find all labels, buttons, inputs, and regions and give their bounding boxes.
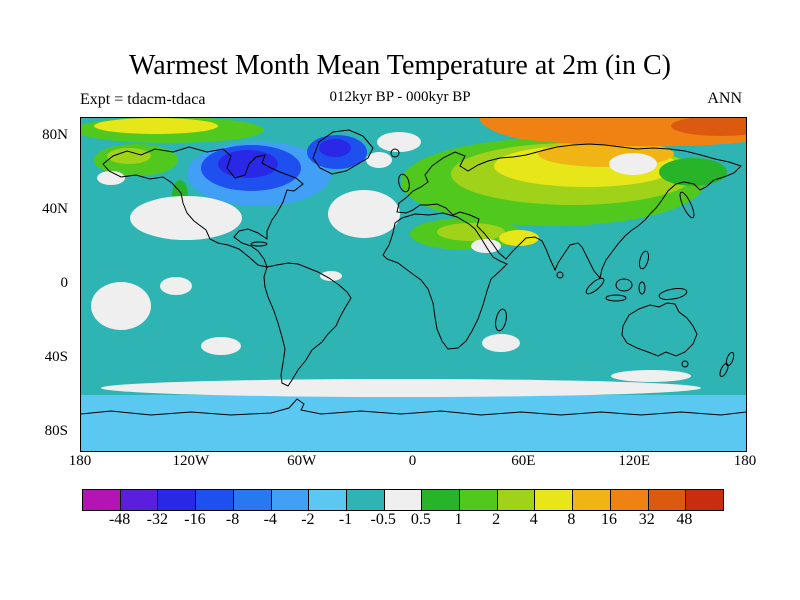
australia-outline xyxy=(621,302,698,357)
cold-anomaly-regions xyxy=(187,135,367,206)
lat-tick-label: 80N xyxy=(42,126,68,143)
colorbar-tick-label: -0.5 xyxy=(370,511,396,528)
sri-lanka-outline xyxy=(556,271,564,279)
colorbar-tick-label: 2 xyxy=(492,511,501,528)
colorbar-segment xyxy=(421,490,460,510)
africa-outline xyxy=(382,212,508,350)
colorbar-segment xyxy=(345,490,384,510)
philippines-outline xyxy=(638,250,650,270)
borneo-outline xyxy=(615,278,633,292)
colorbar-segment xyxy=(119,490,158,510)
neutral-regions xyxy=(91,132,701,397)
colorbar-tick-label: 32 xyxy=(638,511,655,528)
sumatra-outline xyxy=(585,277,605,295)
lat-tick-label: 40N xyxy=(42,200,68,217)
tasmania-outline xyxy=(681,360,689,368)
new-guinea-outline xyxy=(658,288,688,300)
colorbar-tick-label: -48 xyxy=(108,511,131,528)
colorbar-tick-label: -8 xyxy=(225,511,240,528)
colorbar-segment xyxy=(232,490,271,510)
new-zealand-north-outline xyxy=(725,351,735,367)
map-frame xyxy=(80,117,747,452)
sulawesi-outline xyxy=(638,281,646,295)
colorbar-tick-label: -1 xyxy=(338,511,353,528)
colorbar xyxy=(82,489,724,511)
colorbar-segment xyxy=(572,490,610,510)
colorbar-tick-label: -32 xyxy=(146,511,168,528)
colorbar-labels: -48 -32 -16 -8 -4 -2 -1 -0.5 0.5 1 2 4 8 16 32 48 xyxy=(82,511,722,533)
lon-tick-label: 180 xyxy=(68,453,92,469)
colorbar-tick-label: 48 xyxy=(676,511,693,528)
lon-tick-label: 180 xyxy=(733,453,757,469)
java-outline xyxy=(605,294,627,302)
colorbar-segment xyxy=(496,490,535,510)
colorbar-segment xyxy=(195,490,233,510)
season-label: ANN xyxy=(707,90,742,107)
world-map-svg xyxy=(81,118,746,451)
colorbar-segment xyxy=(459,490,497,510)
lat-tick-label: 0 xyxy=(60,274,69,291)
colorbar-tick-label: 8 xyxy=(567,511,576,528)
colorbar-tick-label: 1 xyxy=(454,511,463,528)
lat-axis: 80N 40N 0 40S 80S xyxy=(24,117,74,450)
cuba-outline xyxy=(250,241,268,247)
colorbar-tick-label: 16 xyxy=(601,511,618,528)
colorbar-segment xyxy=(534,490,573,510)
lon-tick-label: 120W xyxy=(172,453,210,469)
lat-tick-label: 40S xyxy=(44,348,68,365)
lon-tick-label: 120E xyxy=(618,453,650,469)
north-america-outline xyxy=(102,146,304,268)
lon-tick-label: 60W xyxy=(287,453,317,469)
lon-tick-label: 0 xyxy=(408,453,417,469)
colorbar-tick-label: 0.5 xyxy=(410,511,431,528)
new-zealand-south-outline xyxy=(719,363,729,377)
continent-outlines xyxy=(81,129,746,416)
colorbar-tick-label: -16 xyxy=(184,511,206,528)
colorbar-tick-label: -4 xyxy=(263,511,277,528)
colorbar-tick-label: 4 xyxy=(529,511,538,528)
colorbar-segment xyxy=(609,490,648,510)
colorbar-segment xyxy=(157,490,196,510)
lon-tick-label: 60E xyxy=(511,453,536,469)
colorbar-segment xyxy=(270,490,309,510)
iceland-outline xyxy=(390,148,400,158)
south-america-outline xyxy=(263,262,352,387)
lon-axis: 180 120W 60W 0 60E 120E 180 xyxy=(69,453,757,475)
greenland-outline xyxy=(312,129,374,175)
colorbar-segment xyxy=(83,490,120,510)
period-label: 012kyr BP - 000kyr BP xyxy=(329,89,471,105)
lat-tick-label: 80S xyxy=(44,422,68,439)
colorbar-segment xyxy=(383,490,422,510)
eurasia-outline xyxy=(396,143,742,280)
colorbar-segment xyxy=(308,490,346,510)
experiment-label: Expt = tdacm-tdaca xyxy=(80,91,206,108)
madagascar-outline xyxy=(495,308,507,332)
colorbar-segment xyxy=(685,490,723,510)
page-title: Warmest Month Mean Temperature at 2m (in… xyxy=(129,50,671,81)
antarctica-coast-outline xyxy=(81,398,746,416)
japan-outline xyxy=(679,191,695,219)
colorbar-tick-label: -2 xyxy=(301,511,315,528)
uk-outline xyxy=(398,173,410,193)
colorbar-segment xyxy=(647,490,686,510)
southern-ocean-band xyxy=(81,395,746,451)
